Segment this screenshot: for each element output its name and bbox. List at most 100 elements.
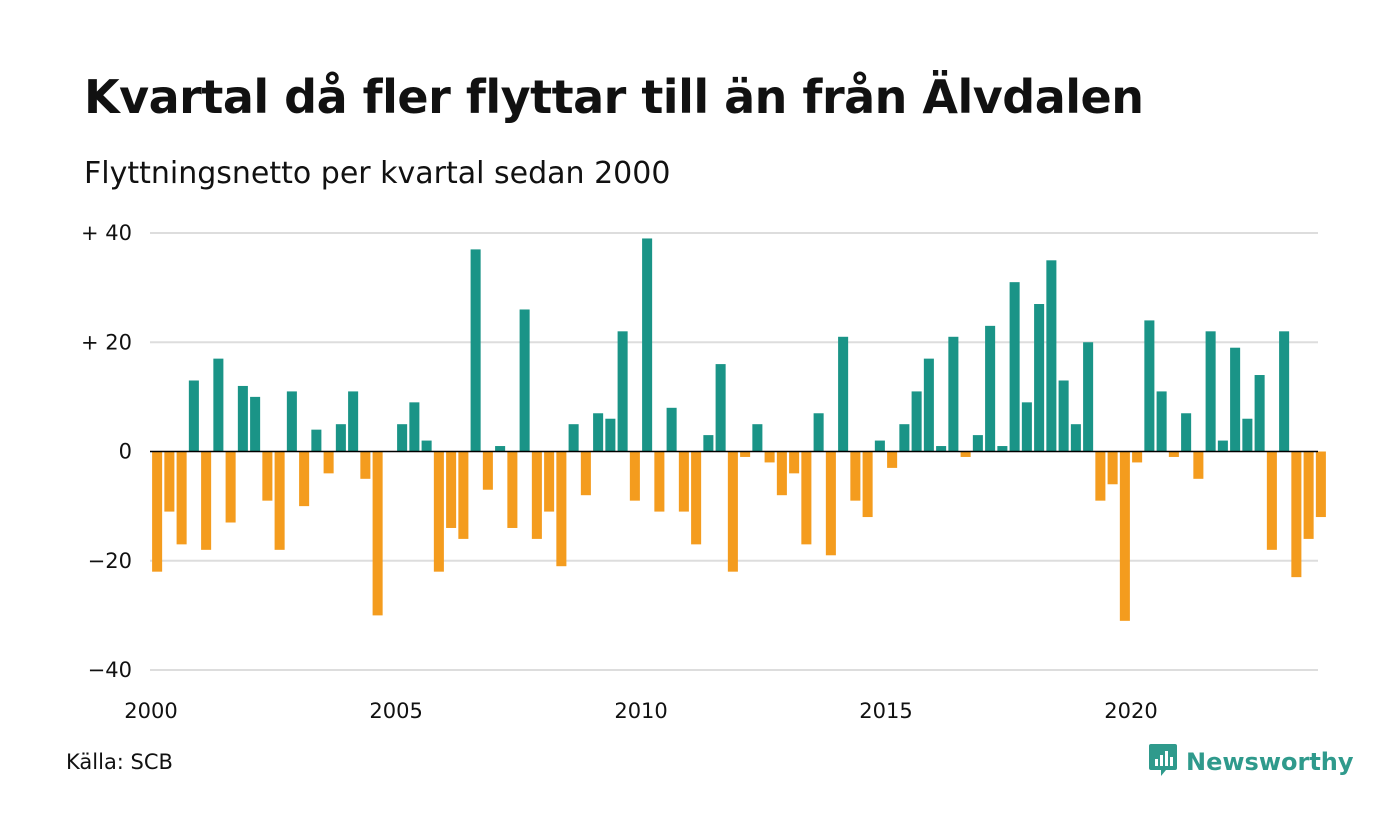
- bar-2002K4: [286, 391, 297, 452]
- y-tick-label: −20: [88, 549, 132, 573]
- bar-2019K1: [1083, 342, 1094, 452]
- chart-title: Kvartal då fler flyttar till än från Älv…: [84, 70, 1144, 124]
- bar-2002K3: [274, 451, 285, 550]
- bar-2006K1: [446, 451, 457, 528]
- bar-2013K3: [813, 413, 824, 452]
- bar-2010K3: [666, 407, 677, 452]
- bar-2018K4: [1070, 424, 1081, 452]
- bar-2017K2: [997, 446, 1008, 452]
- bar-2000K2: [164, 451, 175, 512]
- bar-2012K3: [764, 451, 775, 463]
- bar-2001K1: [201, 451, 212, 550]
- bar-2021K3: [1205, 331, 1216, 452]
- bar-2015K2: [899, 424, 910, 452]
- bar-2014K3: [862, 451, 873, 518]
- bar-2020K4: [1168, 451, 1179, 457]
- bar-2009K4: [629, 451, 640, 501]
- source-note: Källa: SCB: [66, 750, 173, 774]
- bar-2006K4: [482, 451, 493, 490]
- bar-2016K4: [972, 435, 983, 452]
- bar-2008K4: [580, 451, 591, 496]
- bar-2012K2: [752, 424, 763, 452]
- bar-2015K4: [923, 358, 934, 452]
- bar-2023K4: [1315, 451, 1326, 518]
- bar-2020K1: [1132, 451, 1143, 463]
- y-tick-label: + 20: [81, 330, 132, 354]
- bar-2011K2: [703, 435, 714, 452]
- bar-2015K3: [911, 391, 922, 452]
- bar-2011K1: [691, 451, 702, 545]
- bar-2022K1: [1230, 347, 1241, 452]
- bar-2019K2: [1095, 451, 1106, 501]
- bar-2000K1: [152, 451, 163, 572]
- x-tick-label: 2020: [1104, 699, 1157, 723]
- y-tick-label: 0: [119, 440, 132, 464]
- bar-2005K4: [433, 451, 444, 572]
- bar-2005K1: [397, 424, 408, 452]
- bar-2017K1: [985, 325, 996, 452]
- bar-2018K3: [1058, 380, 1069, 452]
- bar-2012K4: [776, 451, 787, 496]
- bar-2013K2: [801, 451, 812, 545]
- bar-2010K1: [642, 238, 653, 452]
- bar-2002K1: [250, 396, 261, 452]
- bar-2012K1: [740, 451, 751, 457]
- bars: [152, 238, 1326, 621]
- y-tick-label: + 40: [81, 221, 132, 245]
- bar-2011K3: [715, 364, 726, 452]
- bar-2017K3: [1009, 282, 1020, 452]
- bar-2016K3: [960, 451, 971, 457]
- bar-2020K3: [1156, 391, 1167, 452]
- x-tick-label: 2005: [369, 699, 422, 723]
- bar-2010K2: [654, 451, 665, 512]
- x-tick-label: 2010: [614, 699, 667, 723]
- bar-2013K4: [825, 451, 836, 556]
- bar-2007K2: [507, 451, 518, 528]
- bar-2023K3: [1303, 451, 1314, 539]
- bar-2007K4: [531, 451, 542, 539]
- bar-2008K1: [544, 451, 555, 512]
- bar-2021K1: [1181, 413, 1192, 452]
- bar-2020K2: [1144, 320, 1155, 452]
- bar-2009K1: [593, 413, 604, 452]
- chart-subtitle: Flyttningsnetto per kvartal sedan 2000: [84, 156, 671, 191]
- bar-2011K4: [727, 451, 738, 572]
- bar-2001K2: [213, 358, 224, 452]
- bar-2001K3: [225, 451, 236, 523]
- bar-2014K2: [850, 451, 861, 501]
- bar-2019K4: [1119, 451, 1130, 621]
- bar-2018K1: [1034, 304, 1045, 452]
- bar-2016K1: [936, 446, 947, 452]
- bar-2009K2: [605, 418, 616, 452]
- bar-2006K3: [470, 249, 481, 452]
- brand-name: Newsworthy: [1186, 748, 1354, 776]
- bar-2002K2: [262, 451, 273, 501]
- bar-2000K4: [188, 380, 199, 452]
- bar-2019K3: [1107, 451, 1118, 485]
- bar-2006K2: [458, 451, 469, 539]
- bar-2003K3: [323, 451, 334, 474]
- x-tick-label: 2015: [859, 699, 912, 723]
- axes: + 40 + 20 0 −20 −40 2000 2005 2010 2015 2020: [81, 221, 1318, 723]
- bar-2007K1: [495, 446, 506, 452]
- bar-2010K4: [678, 451, 689, 512]
- bar-2016K2: [948, 336, 959, 452]
- bar-2021K2: [1193, 451, 1204, 479]
- bar-chart: + 40 + 20 0 −20 −40 2000 2005 2010 2015 2020: [81, 221, 1326, 723]
- bar-2003K4: [335, 424, 346, 452]
- bar-2007K3: [519, 309, 530, 452]
- bar-2022K3: [1254, 375, 1265, 452]
- bar-2009K3: [617, 331, 628, 452]
- bar-2003K1: [299, 451, 310, 507]
- bar-2014K4: [874, 440, 885, 452]
- bar-2005K3: [421, 440, 432, 452]
- bar-2001K4: [237, 385, 248, 452]
- bar-2014K1: [838, 336, 849, 452]
- bar-2008K2: [556, 451, 567, 567]
- bar-2023K2: [1291, 451, 1302, 578]
- bar-2003K2: [311, 429, 322, 452]
- bar-2022K2: [1242, 418, 1253, 452]
- bar-2017K4: [1021, 402, 1032, 452]
- bar-2023K1: [1279, 331, 1290, 452]
- bar-2015K1: [887, 451, 898, 468]
